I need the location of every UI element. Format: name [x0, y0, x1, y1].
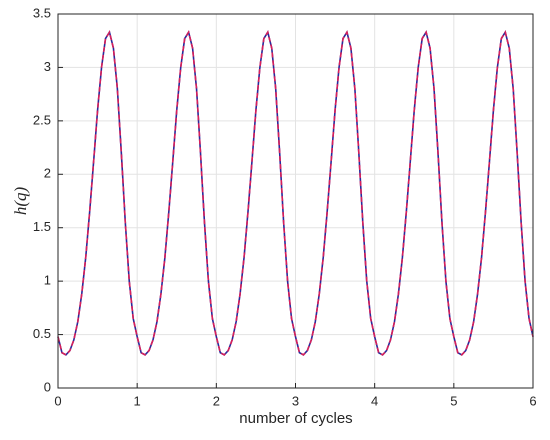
x-tick-label: 4: [371, 393, 378, 408]
axes-box: [57, 13, 534, 389]
y-tick-label: 2: [44, 166, 51, 181]
x-tick-label: 0: [54, 393, 61, 408]
y-tick-label: 2.5: [33, 112, 51, 127]
x-axis-label: number of cycles: [239, 410, 352, 427]
x-tick-label: 5: [450, 393, 457, 408]
x-tick-label: 1: [134, 393, 141, 408]
y-tick-label: 1: [44, 273, 51, 288]
y-tick-label: 0.5: [33, 326, 51, 341]
data-line: [57, 30, 534, 356]
y-tick-label: 3: [44, 59, 51, 74]
y-tick-label: 3.5: [33, 5, 51, 20]
y-tick-label: 1.5: [33, 219, 51, 234]
x-tick-label: 6: [529, 393, 536, 408]
y-axis-label: h(q): [11, 187, 30, 216]
y-tick-label: 0: [44, 379, 51, 394]
x-tick-label: 2: [213, 393, 220, 408]
x-tick-label: 3: [292, 393, 299, 408]
